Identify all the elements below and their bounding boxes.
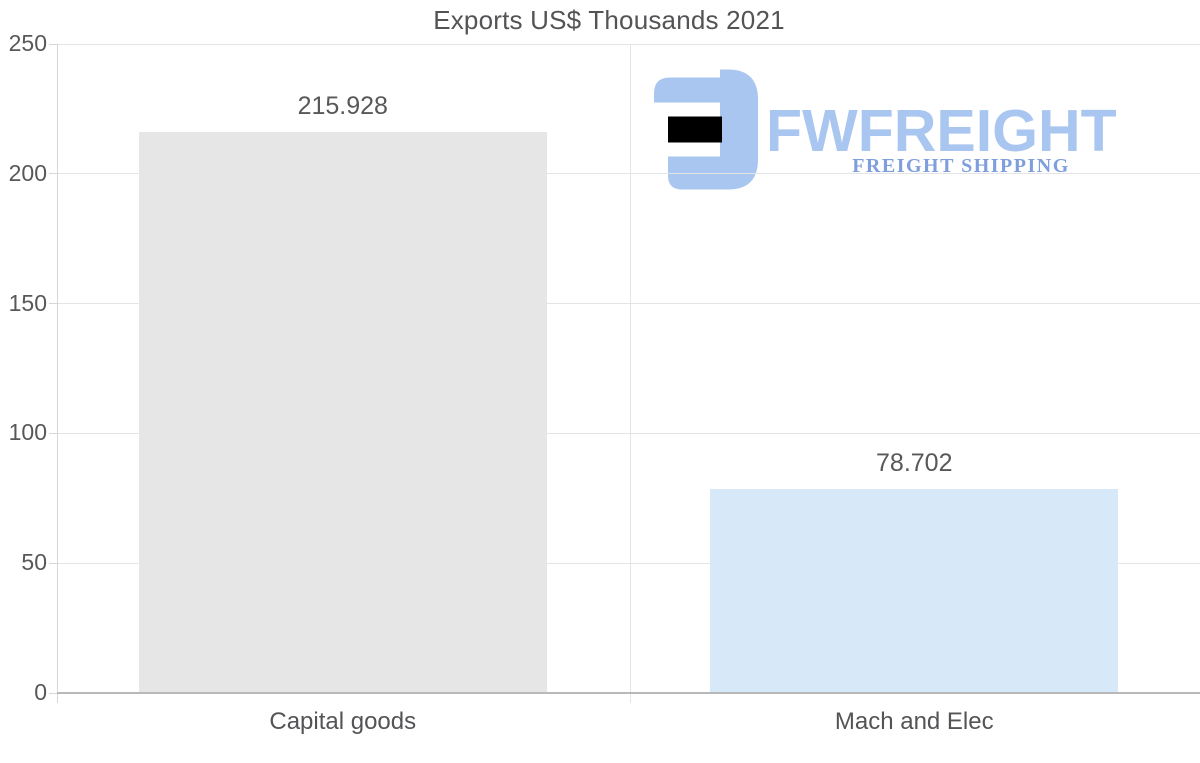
gridline-150 [57, 303, 1200, 305]
watermark-tagline: FREIGHT SHIPPING [852, 155, 1070, 177]
y-tick-250 [49, 43, 57, 45]
y-tick-200 [49, 173, 57, 175]
y-tick-100 [49, 432, 57, 434]
y-tick-50 [49, 562, 57, 564]
y-tick-label-100: 100 [8, 419, 47, 446]
gridline-200 [57, 173, 1200, 175]
watermark-brand-name: FWFREIGHT [766, 98, 1117, 164]
gridline-100 [57, 432, 1200, 434]
fwfreight-logo-icon [654, 69, 758, 190]
bar-capital-goods [138, 132, 547, 693]
y-tick-label-200: 200 [8, 159, 47, 186]
bar-value-label: 215.928 [297, 92, 388, 121]
bar-value-label: 78.702 [876, 448, 953, 477]
x-category-label: Capital goods [269, 708, 417, 735]
chart-title: Exports US$ Thousands 2021 [433, 5, 785, 35]
bar-mach-and-elec [710, 488, 1119, 693]
y-tick-label-250: 250 [8, 30, 47, 56]
gridline-250 [57, 43, 1200, 45]
y-axis-line [57, 44, 58, 703]
x-category-label: Mach and Elec [834, 708, 994, 735]
gridline-50 [57, 562, 1200, 564]
y-tick-label-50: 50 [21, 549, 47, 576]
category-separator-gridline [630, 44, 631, 703]
y-tick-150 [49, 303, 57, 305]
y-tick-label-150: 150 [8, 289, 47, 316]
x-axis-baseline [57, 692, 1200, 694]
y-tick-label-0: 0 [34, 679, 47, 705]
y-tick-0 [49, 692, 57, 694]
